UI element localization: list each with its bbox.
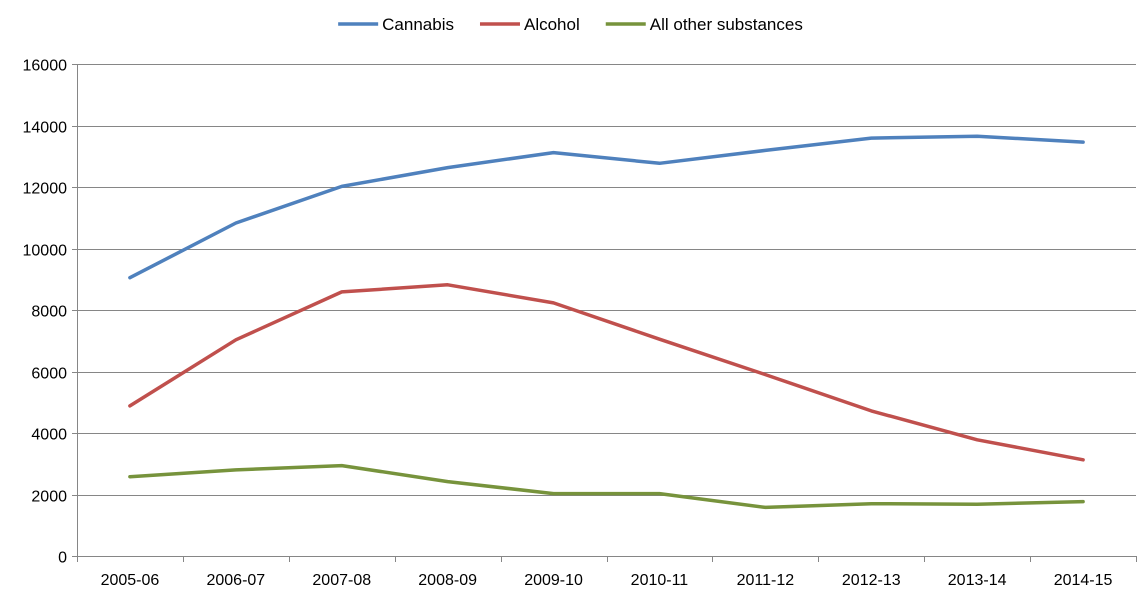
x-tick-label: 2007-08 [312, 572, 371, 589]
y-tick-label: 2000 [31, 489, 67, 506]
grid-lines [77, 64, 1136, 496]
series-line-all-other-substances [128, 463, 1085, 510]
legend-item: Cannabis [338, 15, 454, 34]
legend-label: Cannabis [382, 15, 454, 34]
x-tick-label: 2010-11 [631, 572, 689, 589]
y-tick-label: 16000 [23, 58, 68, 75]
legend-item: All other substances [605, 15, 803, 34]
x-tick-label: 2011-12 [737, 572, 795, 589]
series-lines [128, 134, 1085, 510]
y-tick-label: 6000 [31, 366, 67, 383]
legend-label: Alcohol [524, 15, 580, 34]
y-tick-label: 10000 [23, 243, 68, 260]
y-axis-ticks: 0 2000 4000 6000 8000 10000 12000 14000 16000 [23, 58, 77, 567]
series-line-cannabis [128, 134, 1085, 280]
y-tick-label: 14000 [23, 120, 68, 137]
x-axis-ticks: 2005-06 2006-07 2007-08 2008-09 2009-10 2010-… [77, 556, 1137, 589]
legend-label: All other substances [650, 15, 803, 34]
legend-item: Alcohol [479, 15, 580, 34]
x-tick-label: 2013-14 [948, 572, 1007, 589]
x-tick-label: 2008-09 [418, 572, 477, 589]
x-tick-label: 2006-07 [206, 572, 265, 589]
y-tick-label: 12000 [23, 181, 68, 198]
x-tick-label: 2012-13 [842, 572, 901, 589]
y-tick-label: 4000 [31, 427, 67, 444]
y-tick-label: 0 [58, 550, 67, 567]
axes [77, 64, 1136, 557]
x-tick-label: 2014-15 [1054, 572, 1113, 589]
series-line-alcohol [128, 283, 1085, 462]
x-tick-label: 2009-10 [524, 572, 583, 589]
x-tick-label: 2005-06 [101, 572, 160, 589]
legend: Cannabis Alcohol All other substances [338, 15, 803, 34]
y-tick-label: 8000 [31, 304, 67, 321]
